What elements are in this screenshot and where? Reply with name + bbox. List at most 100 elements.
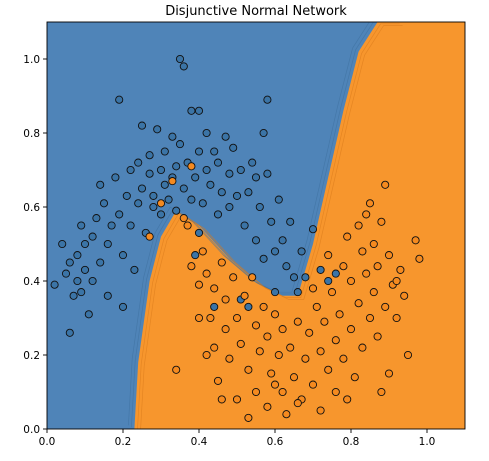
data-point [400,291,409,300]
data-point [210,302,219,311]
data-point [164,195,173,204]
data-point [362,269,371,278]
data-point [194,147,204,156]
data-point [331,336,340,345]
data-point [377,387,386,397]
data-point [282,262,291,271]
data-point [175,54,185,64]
data-point [270,310,280,319]
data-point [339,354,348,363]
chart-title: Disjunctive Normal Network [165,4,347,19]
data-point [58,239,67,249]
data-point [172,365,181,374]
data-point [335,310,344,319]
data-point [286,217,295,226]
data-point [213,158,223,167]
data-point [308,225,318,234]
data-point [130,265,139,274]
data-point [365,313,375,323]
data-point [77,288,86,297]
data-point [232,395,242,404]
data-point [179,214,188,223]
data-point [244,365,253,374]
data-point [160,147,169,156]
data-point [251,387,261,397]
data-point [343,232,352,241]
data-point [384,369,394,378]
data-point [232,313,242,323]
data-point [198,247,207,256]
data-point [236,339,245,348]
data-point [327,288,337,297]
x-tick-label: 0.8 [343,436,360,448]
data-point [179,62,188,71]
data-point [194,313,204,323]
data-point [270,288,280,297]
y-tick-label: 0.6 [23,202,40,214]
data-point [365,199,375,208]
data-point [267,369,276,378]
data-point [80,265,90,274]
data-point [343,395,352,404]
data-point [358,343,367,352]
data-point [354,221,363,230]
data-point [373,332,382,341]
data-point [172,206,181,215]
y-tick-label: 1.0 [23,54,40,66]
data-point [122,191,131,200]
data-point [403,350,413,360]
data-point [229,273,238,282]
data-point [369,239,378,249]
data-point [316,347,325,356]
x-tick-label: 0.0 [39,436,56,448]
data-point [263,169,272,178]
data-point [183,221,192,230]
data-point [187,162,196,171]
data-point [149,202,158,212]
data-point [331,269,340,278]
data-point [156,210,166,219]
data-point [251,236,261,245]
data-point [229,143,238,152]
data-point [369,288,378,297]
data-point [286,343,295,352]
data-point [137,184,147,193]
data-point [145,151,154,160]
data-point [270,380,280,389]
data-point [65,328,74,337]
data-point [145,169,154,178]
data-point [244,188,253,197]
data-point [225,169,234,178]
data-point [240,221,249,230]
data-point [358,247,367,256]
data-point [411,236,420,245]
data-point [202,165,211,175]
data-point [202,350,211,360]
data-point [88,276,97,286]
data-point [50,280,59,289]
data-point [244,302,253,311]
y-tick-label: 0.4 [23,276,40,288]
data-point [217,395,226,404]
data-point [354,299,363,308]
data-point [415,254,424,263]
data-point [240,291,249,300]
data-point [339,262,348,271]
data-point [244,413,253,422]
data-point [248,273,257,282]
data-point [381,302,390,311]
data-point [210,343,219,352]
data-point [111,173,120,182]
data-point [392,276,401,286]
data-point [198,199,207,208]
data-point [210,147,219,156]
data-point [251,321,261,330]
data-point [305,328,314,337]
data-point [324,365,333,374]
data-point [324,251,333,260]
data-point [293,399,302,408]
data-point [191,173,200,182]
data-point [149,191,158,200]
data-point [179,184,188,193]
